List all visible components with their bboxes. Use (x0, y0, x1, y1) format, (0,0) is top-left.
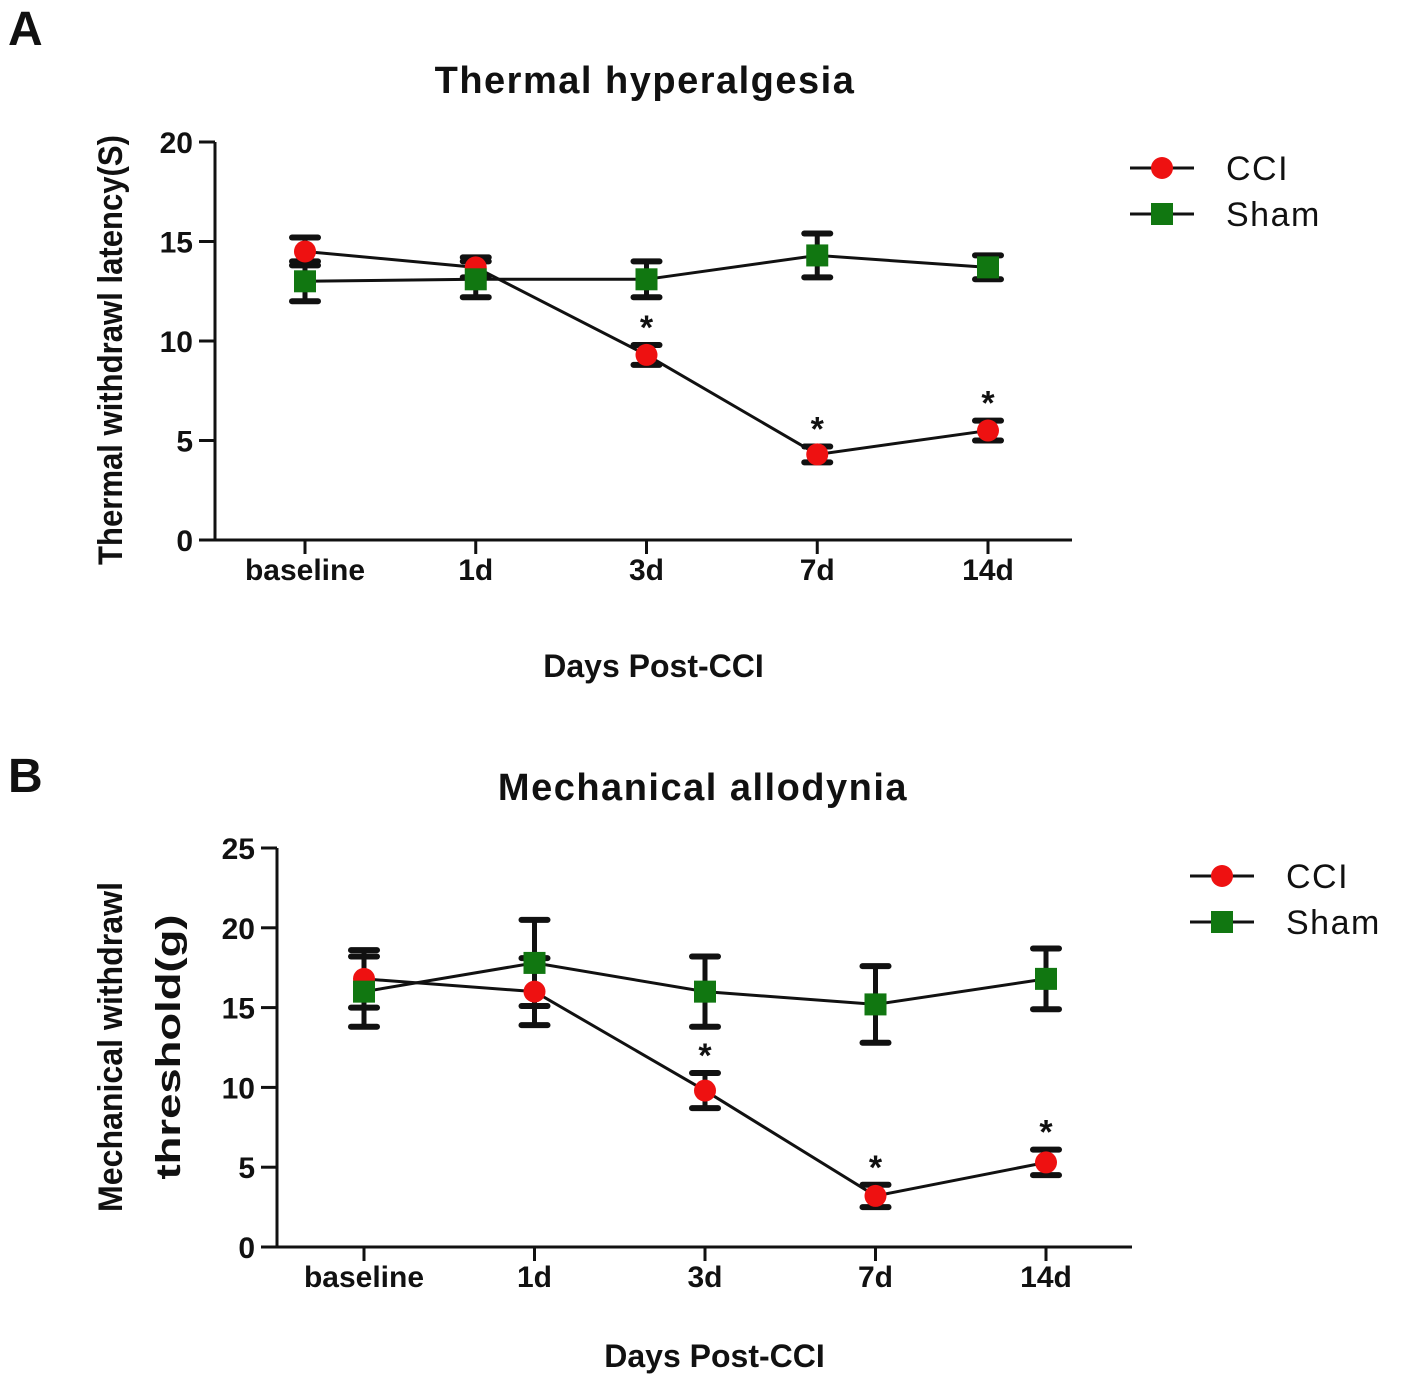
data-point-cci (1035, 1151, 1057, 1174)
data-point-sham (864, 993, 887, 1016)
x-axis-label: Days Post-CCI (604, 1338, 825, 1374)
significance-marker: * (981, 385, 995, 423)
panel-letter: B (8, 750, 43, 803)
data-point-cci (806, 443, 829, 466)
significance-marker: * (869, 1149, 883, 1187)
y-axis-label: threshold(g) (150, 915, 188, 1180)
y-tick-label: 10 (160, 326, 193, 359)
y-tick-label: 15 (222, 993, 255, 1026)
y-tick-label: 25 (222, 833, 255, 866)
data-point-sham (694, 980, 716, 1003)
legend-label-sham: Sham (1286, 904, 1381, 942)
data-point-sham (523, 951, 546, 974)
data-point-cci (864, 1184, 887, 1207)
legend-marker-cci (1211, 865, 1233, 887)
panel-B: B Mechanical allodynia 0 5 10 15 20 25 baseline 1… (8, 750, 1381, 1374)
data-point-sham (806, 244, 829, 267)
x-tick-label: 7d (800, 554, 835, 587)
x-tick-label: baseline (304, 1261, 424, 1294)
data-point-sham (353, 980, 375, 1003)
significance-marker: * (698, 1037, 712, 1075)
data-point-sham (294, 270, 316, 293)
legend-marker-cci (1151, 157, 1173, 179)
x-tick-label: 1d (517, 1261, 552, 1294)
y-axis-label: Mechanical withdrawl (92, 882, 130, 1212)
y-tick-label: 5 (176, 426, 193, 459)
legend-marker-sham (1211, 911, 1233, 933)
y-tick-label: 20 (222, 913, 255, 946)
significance-marker: * (1039, 1114, 1053, 1152)
x-tick-label: baseline (245, 554, 365, 587)
panel-letter: A (8, 3, 43, 56)
legend-label-cci: CCI (1286, 858, 1349, 896)
legend-marker-sham (1151, 203, 1173, 225)
data-point-cci (635, 343, 658, 366)
significance-marker: * (640, 309, 654, 347)
chart-title: Mechanical allodynia (498, 767, 908, 809)
legend-label-sham: Sham (1226, 196, 1321, 234)
panel-A: A Thermal hyperalgesia 0 5 10 15 20 baseline 1d 3… (8, 3, 1321, 684)
y-tick-label: 15 (160, 227, 193, 260)
significance-marker: * (811, 410, 825, 448)
data-point-cci (977, 419, 999, 442)
y-tick-label: 0 (238, 1232, 255, 1265)
data-point-cci (523, 980, 546, 1003)
x-tick-label: 3d (687, 1261, 722, 1294)
chart-title: Thermal hyperalgesia (435, 60, 856, 102)
y-tick-label: 20 (160, 127, 193, 160)
y-axis-label: Thermal withdrawl latency(S) (92, 135, 130, 565)
data-point-sham (464, 268, 487, 291)
y-tick-label: 10 (222, 1072, 255, 1105)
x-tick-label: 14d (962, 554, 1014, 587)
legend-label-cci: CCI (1226, 150, 1289, 188)
y-tick-label: 0 (176, 525, 193, 558)
x-tick-label: 7d (858, 1261, 893, 1294)
x-tick-label: 1d (458, 554, 493, 587)
y-tick-label: 5 (238, 1152, 255, 1185)
x-axis-label: Days Post-CCI (543, 648, 764, 684)
x-tick-label: 3d (629, 554, 664, 587)
data-point-cci (694, 1079, 716, 1102)
data-point-sham (1035, 967, 1057, 990)
data-point-cci (294, 240, 316, 263)
data-point-sham (977, 256, 999, 279)
x-tick-label: 14d (1020, 1261, 1072, 1294)
data-point-sham (635, 268, 658, 291)
